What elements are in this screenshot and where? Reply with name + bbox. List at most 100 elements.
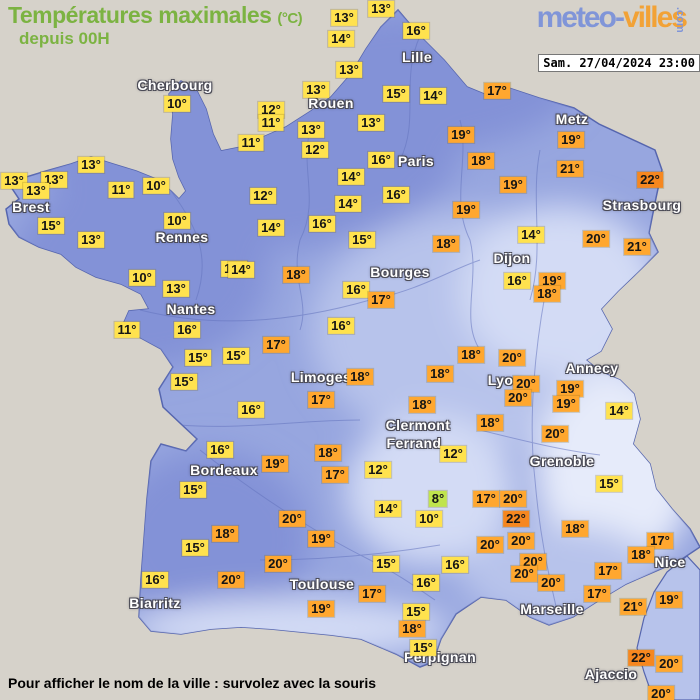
city-label: Cherbourg	[137, 77, 213, 93]
temp-label: 21°	[620, 598, 646, 616]
temp-label: 11°	[114, 321, 140, 339]
site-logo[interactable]: meteo-villes .com	[537, 1, 690, 35]
temp-label: 20°	[648, 685, 674, 700]
temp-label: 16°	[504, 272, 530, 290]
temp-label: 17°	[484, 82, 510, 100]
title-unit: (°C)	[277, 10, 303, 27]
city-label: Metz	[555, 111, 589, 127]
temp-label: 19°	[558, 131, 584, 149]
temp-label: 17°	[322, 466, 348, 484]
temp-label: 13°	[368, 0, 394, 18]
temp-label: 20°	[265, 555, 291, 573]
temp-label: 17°	[368, 291, 394, 309]
temp-label: 16°	[403, 22, 429, 40]
city-label: Rouen	[308, 95, 354, 111]
temp-label: 18°	[283, 266, 309, 284]
city-label: Ferrand	[386, 435, 442, 451]
temp-label: 16°	[207, 441, 233, 459]
temp-label: 18°	[562, 520, 588, 538]
temp-label: 14°	[606, 402, 632, 420]
temp-label: 13°	[23, 182, 49, 200]
temp-label: 19°	[500, 176, 526, 194]
city-label: Paris	[397, 153, 435, 169]
temp-label: 22°	[503, 510, 529, 528]
city-label: Bordeaux	[190, 462, 258, 478]
temp-label: 18°	[409, 396, 435, 414]
temp-label: 15°	[410, 639, 436, 657]
city-label: Lille	[401, 49, 433, 65]
logo-part-villes: villes	[622, 1, 688, 34]
temp-label: 17°	[473, 490, 499, 508]
temp-label: 11°	[108, 181, 134, 199]
temp-label: 11°	[238, 134, 264, 152]
temp-label: 12°	[250, 187, 276, 205]
datetime-badge: Sam. 27/04/2024 23:00	[538, 54, 700, 72]
logo-suffix-com: .com	[674, 7, 686, 33]
temp-label: 16°	[328, 317, 354, 335]
temp-label: 15°	[596, 475, 622, 493]
city-label: Nantes	[166, 301, 216, 317]
temp-label: 13°	[331, 9, 357, 27]
city-label: Marseille	[520, 601, 584, 617]
temp-label: 12°	[258, 101, 284, 119]
temp-label: 12°	[440, 445, 466, 463]
temp-label: 15°	[383, 85, 409, 103]
temp-label: 19°	[308, 600, 334, 618]
temp-label: 14°	[420, 87, 446, 105]
temp-label: 10°	[416, 510, 442, 528]
temp-label: 13°	[336, 61, 362, 79]
temp-label: 19°	[656, 591, 682, 609]
temp-label: 20°	[508, 532, 534, 550]
temp-label: 20°	[218, 571, 244, 589]
page-subtitle: depuis 00H	[19, 29, 110, 48]
temp-label: 17°	[647, 532, 673, 550]
temp-label: 17°	[595, 562, 621, 580]
temp-label: 8°	[428, 490, 448, 508]
temp-label: 10°	[143, 177, 169, 195]
temp-label: 18°	[347, 368, 373, 386]
temp-label: 20°	[505, 389, 531, 407]
temp-label: 19°	[553, 395, 579, 413]
temp-label: 20°	[656, 655, 682, 673]
temp-label: 19°	[262, 455, 288, 473]
temp-label: 15°	[373, 555, 399, 573]
temp-label: 19°	[448, 126, 474, 144]
temp-label: 17°	[359, 585, 385, 603]
temp-label: 18°	[212, 525, 238, 543]
title-text: Températures maximales	[8, 2, 272, 28]
temp-label: 19°	[453, 201, 479, 219]
temp-label: 14°	[328, 30, 354, 48]
temp-label: 14°	[375, 500, 401, 518]
city-label: Annecy	[565, 360, 619, 376]
temp-label: 14°	[335, 195, 361, 213]
temp-label: 14°	[228, 261, 254, 279]
temp-label: 13°	[1, 172, 27, 190]
temp-label: 15°	[403, 603, 429, 621]
temp-label: 17°	[584, 585, 610, 603]
temp-label: 16°	[174, 321, 200, 339]
temp-label: 14°	[258, 219, 284, 237]
temp-label: 16°	[142, 571, 168, 589]
temp-label: 16°	[368, 151, 394, 169]
temp-label: 13°	[163, 280, 189, 298]
temp-label: 16°	[309, 215, 335, 233]
temp-label: 22°	[637, 171, 663, 189]
temp-label: 20°	[477, 536, 503, 554]
temp-label: 14°	[338, 168, 364, 186]
temp-label: 16°	[413, 574, 439, 592]
logo-part-meteo: meteo-	[536, 1, 625, 34]
city-label: Brest	[12, 199, 50, 215]
temp-label: 18°	[477, 414, 503, 432]
temp-label: 15°	[171, 373, 197, 391]
city-label: Dijon	[493, 250, 531, 266]
temp-label: 17°	[263, 336, 289, 354]
temp-label: 22°	[628, 649, 654, 667]
city-label: Bourges	[370, 264, 430, 280]
temp-label: 15°	[38, 217, 64, 235]
temp-label: 18°	[433, 235, 459, 253]
city-label: Biarritz	[129, 595, 181, 611]
temp-label: 15°	[180, 481, 206, 499]
temp-label: 10°	[129, 269, 155, 287]
